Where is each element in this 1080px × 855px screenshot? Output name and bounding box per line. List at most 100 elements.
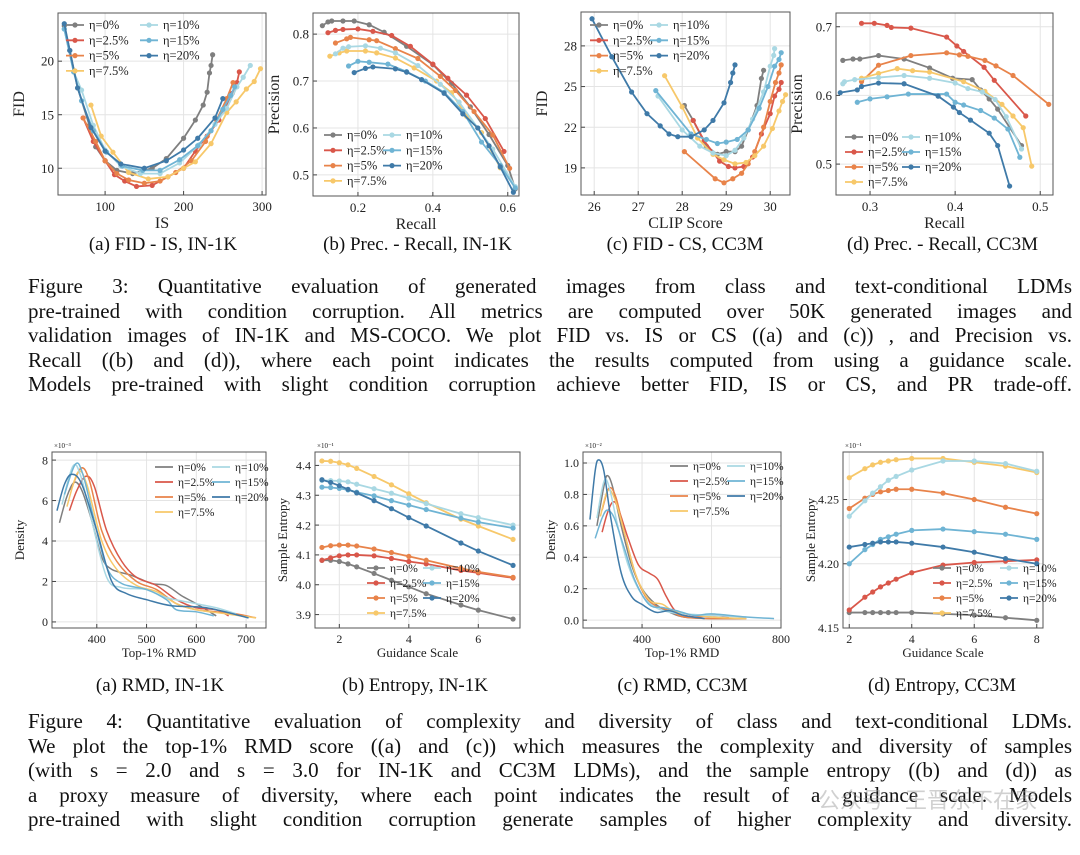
legend-entry: η=7.5%: [933, 608, 993, 620]
data-point: [761, 124, 767, 130]
legend-label: η=7.5%: [693, 506, 730, 518]
data-point: [406, 491, 412, 497]
density-curve: [596, 478, 747, 618]
data-point: [486, 143, 492, 149]
data-point: [867, 96, 873, 102]
legend-label: η=20%: [446, 593, 480, 605]
data-point: [971, 529, 977, 535]
data-point: [779, 98, 786, 105]
legend: η=0%η=2.5%η=5%η=7.5%η=10%η=15%η=20%: [324, 128, 443, 188]
legend-entry: η=2.5%: [324, 143, 387, 157]
data-point: [927, 69, 933, 75]
y-axis-label: Precision: [789, 74, 806, 134]
series-line: [692, 82, 783, 169]
data-point: [767, 98, 773, 105]
data-point: [589, 16, 595, 22]
data-point: [971, 496, 977, 503]
legend-label: η=15%: [235, 477, 269, 489]
data-point: [697, 143, 703, 149]
legend-label: η=0%: [956, 563, 984, 575]
data-point: [220, 106, 226, 112]
data-point: [230, 79, 236, 86]
data-point: [374, 50, 380, 56]
series-group: [846, 455, 1040, 623]
data-point: [734, 136, 740, 143]
legend-entry: η=2.5%: [933, 578, 993, 590]
data-point: [458, 602, 464, 608]
y-tick-label: 4.3: [296, 488, 311, 502]
data-point: [893, 576, 899, 582]
data-point: [952, 80, 958, 86]
data-point: [482, 115, 488, 122]
y-tick-label: 22: [564, 120, 577, 135]
data-point: [195, 143, 201, 149]
data-point: [419, 77, 425, 83]
data-point: [940, 458, 946, 464]
legend-label: η=10%: [750, 461, 784, 473]
legend-label: η=2.5%: [868, 145, 908, 159]
legend-label: η=7.5%: [390, 608, 427, 620]
data-point: [840, 57, 846, 63]
data-point: [846, 544, 852, 550]
x-axis-label: Recall: [396, 216, 437, 233]
y-tick-label: 15: [41, 107, 54, 122]
data-point: [776, 86, 782, 92]
data-point: [344, 48, 350, 54]
data-point: [662, 73, 668, 79]
data-point: [885, 609, 891, 616]
legend-marker: [851, 164, 857, 170]
y-tick-label: 0: [42, 615, 48, 629]
data-point: [345, 63, 352, 69]
data-point: [875, 74, 882, 81]
data-point: [336, 558, 342, 565]
x-tick-label: 4: [909, 632, 915, 646]
data-point: [475, 607, 481, 613]
data-point: [771, 52, 777, 58]
legend-label: η=10%: [163, 18, 200, 32]
data-point: [893, 539, 899, 545]
data-point: [354, 490, 360, 496]
data-point: [336, 460, 342, 466]
legend-marker: [389, 163, 395, 169]
data-point: [388, 577, 395, 583]
series-line: [321, 479, 514, 526]
data-point: [388, 498, 395, 504]
y-tick-label: 0.2: [564, 582, 579, 596]
data-point: [944, 50, 950, 56]
data-point: [204, 89, 210, 95]
legend-entry: η=7.5%: [155, 507, 215, 519]
data-point: [858, 20, 865, 26]
legend-label: η=7.5%: [868, 175, 908, 189]
data-point: [1034, 557, 1040, 563]
legend-label: η=20%: [925, 160, 962, 174]
legend-marker: [389, 147, 395, 153]
data-point: [163, 158, 169, 164]
data-point: [909, 570, 915, 576]
legend: η=0%η=2.5%η=5%η=7.5%η=10%η=15%η=20%: [590, 18, 710, 78]
legend-entry: η=0%: [845, 130, 898, 144]
data-point: [212, 115, 218, 121]
legend-label: η=2.5%: [347, 143, 387, 157]
x-tick-label: 8: [1034, 632, 1040, 646]
data-point: [354, 564, 360, 570]
data-point: [388, 506, 395, 512]
data-point: [752, 149, 758, 155]
data-point: [710, 150, 716, 156]
density-curve: [63, 462, 214, 617]
data-point: [180, 135, 187, 141]
legend-entry: η=2.5%: [367, 578, 427, 590]
legend: η=0%η=2.5%η=5%η=7.5%η=10%η=15%η=20%: [670, 461, 784, 518]
data-point: [407, 43, 413, 49]
data-point: [767, 63, 773, 69]
data-point: [133, 183, 140, 190]
x-tick-label: 29: [720, 199, 733, 214]
fig3-subcaption-d: (d) Prec. - Recall, CC3M: [846, 234, 1038, 255]
series-group: [61, 21, 264, 190]
data-point: [679, 104, 685, 110]
data-point: [992, 96, 998, 103]
legend-entry: η=5%: [845, 160, 898, 174]
legend-entry: η=0%: [367, 563, 418, 575]
data-point: [769, 125, 776, 132]
legend-label: η=20%: [673, 49, 710, 63]
y-tick-label: 1.0: [564, 456, 579, 470]
